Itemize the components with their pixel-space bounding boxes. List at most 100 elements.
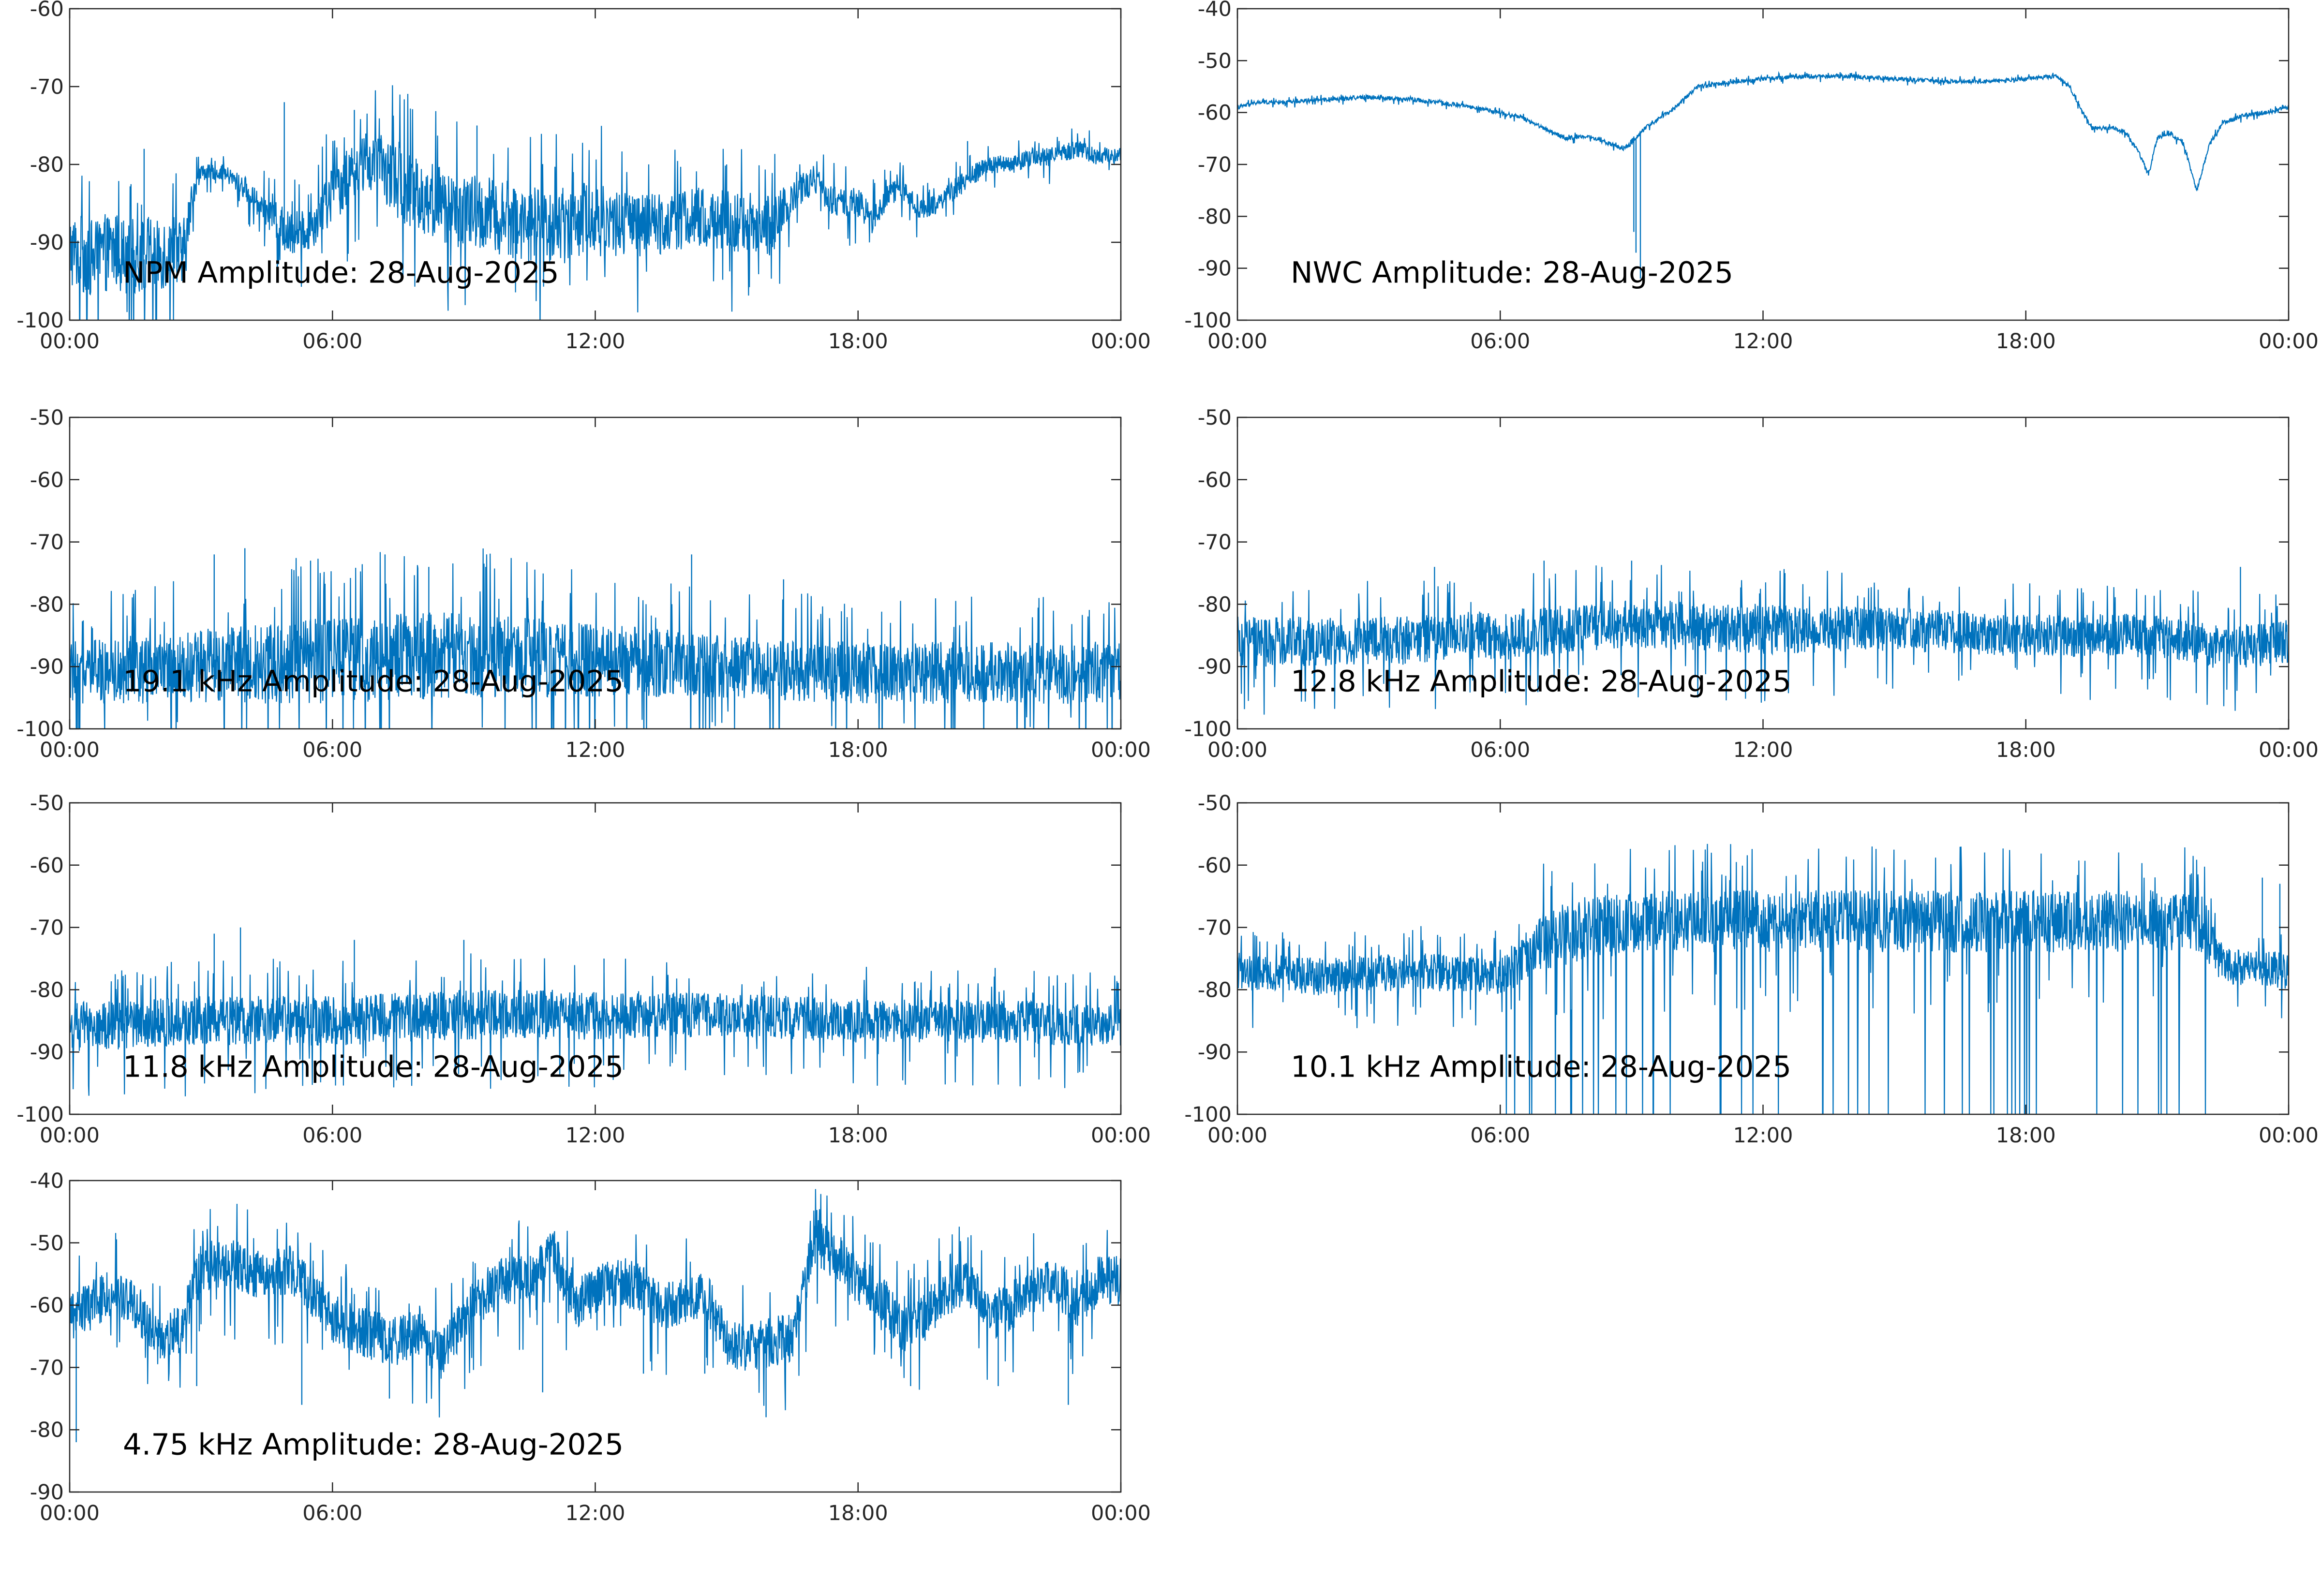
x-tick-label: 00:00 — [2259, 329, 2319, 354]
panel-annotation: NPM Amplitude: 28-Aug-2025 — [123, 256, 559, 290]
y-tick-label: -50 — [1198, 49, 1232, 73]
y-tick-label: -100 — [1184, 309, 1232, 333]
y-tick-label: -50 — [30, 1231, 64, 1256]
y-tick-label: -80 — [1198, 978, 1232, 1002]
x-tick-label: 12:00 — [566, 329, 625, 354]
y-tick-label: -70 — [1198, 531, 1232, 555]
y-tick-label: -60 — [30, 1294, 64, 1318]
panel-6: -100 -90 -80 -70 -60 -50 00:00 06:00 12:00 18:00 0… — [1184, 791, 2319, 1148]
y-tick-label: -90 — [30, 231, 64, 255]
y-tick-label: -80 — [30, 1418, 64, 1442]
y-tick-label: -90 — [30, 1040, 64, 1064]
y-tick-label: -100 — [16, 309, 64, 333]
x-tick-label: 18:00 — [828, 738, 888, 762]
x-tick-label: 00:00 — [1207, 738, 1267, 762]
series-line — [70, 548, 1121, 729]
y-tick-label: -70 — [1198, 916, 1232, 940]
panel-annotation: 12.8 kHz Amplitude: 28-Aug-2025 — [1291, 665, 1791, 699]
y-tick-label: -100 — [16, 717, 64, 741]
y-tick-label: -100 — [1184, 717, 1232, 741]
series-line — [70, 85, 1121, 320]
x-tick-label: 12:00 — [1733, 1123, 1793, 1148]
y-tick-label: -50 — [30, 791, 64, 815]
y-tick-label: -90 — [1198, 1040, 1232, 1064]
x-tick-label: 12:00 — [566, 1501, 625, 1525]
y-tick-label: -90 — [1198, 257, 1232, 281]
x-tick-label: 06:00 — [302, 1123, 362, 1148]
y-tick-label: -80 — [1198, 592, 1232, 617]
y-tick-label: -70 — [30, 75, 64, 99]
x-tick-label: 00:00 — [1091, 1123, 1151, 1148]
y-tick-label: -80 — [30, 978, 64, 1002]
panel-3: -100 -90 -80 -70 -60 -50 00:00 06:00 12:00 18:00 0… — [16, 406, 1151, 762]
y-tick-label: -100 — [1184, 1103, 1232, 1127]
series-line — [1237, 843, 2289, 1114]
y-tick-label: -40 — [1198, 0, 1232, 21]
x-tick-label: 00:00 — [40, 738, 100, 762]
y-tick-label: -90 — [30, 1480, 64, 1505]
x-tick-label: 00:00 — [1207, 1123, 1267, 1148]
series-line — [70, 953, 1121, 1096]
y-tick-label: -60 — [30, 0, 64, 21]
x-tick-label: 18:00 — [1996, 329, 2056, 354]
panel-5: -100 -90 -80 -70 -60 -50 00:00 06:00 12:00 18:00 0… — [16, 791, 1151, 1148]
x-tick-label: 12:00 — [566, 738, 625, 762]
panel-4: -100 -90 -80 -70 -60 -50 00:00 06:00 12:00 18:00 0… — [1184, 406, 2319, 762]
panel-annotation: 4.75 kHz Amplitude: 28-Aug-2025 — [123, 1428, 624, 1462]
x-tick-label: 12:00 — [1733, 329, 1793, 354]
x-tick-label: 12:00 — [1733, 738, 1793, 762]
panel-annotation: 19.1 kHz Amplitude: 28-Aug-2025 — [123, 665, 624, 699]
y-tick-label: -60 — [1198, 101, 1232, 125]
panel-annotation: 10.1 kHz Amplitude: 28-Aug-2025 — [1291, 1050, 1791, 1084]
y-tick-label: -50 — [30, 406, 64, 430]
panel-2: -100 -90 -80 -70 -60 -50 -40 00:00 06:00 12:00 18:… — [1184, 0, 2319, 354]
x-tick-label: 00:00 — [40, 1501, 100, 1525]
x-tick-label: 00:00 — [1091, 738, 1151, 762]
x-tick-label: 00:00 — [1207, 329, 1267, 354]
x-tick-label: 00:00 — [40, 329, 100, 354]
y-tick-label: -100 — [16, 1103, 64, 1127]
panel-annotation: 11.8 kHz Amplitude: 28-Aug-2025 — [123, 1050, 624, 1084]
y-tick-label: -40 — [30, 1169, 64, 1193]
x-tick-label: 06:00 — [1470, 329, 1530, 354]
x-tick-label: 06:00 — [302, 1501, 362, 1525]
y-tick-label: -90 — [30, 655, 64, 679]
y-tick-label: -90 — [1198, 655, 1232, 679]
x-tick-label: 18:00 — [828, 1123, 888, 1148]
x-tick-label: 18:00 — [1996, 1123, 2056, 1148]
y-tick-label: -80 — [30, 153, 64, 177]
x-tick-label: 00:00 — [1091, 1501, 1151, 1525]
y-tick-label: -70 — [1198, 153, 1232, 177]
y-tick-label: -80 — [1198, 205, 1232, 229]
y-tick-label: -60 — [1198, 854, 1232, 878]
panel-annotation: NWC Amplitude: 28-Aug-2025 — [1291, 256, 1733, 290]
x-tick-label: 06:00 — [302, 329, 362, 354]
y-tick-label: -70 — [30, 531, 64, 555]
panel-1: -100 -90 -80 -70 -60 00:00 06:00 12:00 18:00 00:0… — [16, 0, 1151, 354]
series-line — [1237, 71, 2289, 192]
series-line — [70, 1189, 1121, 1418]
y-tick-label: -60 — [30, 854, 64, 878]
x-tick-label: 00:00 — [1091, 329, 1151, 354]
y-tick-label: -70 — [30, 1356, 64, 1380]
x-tick-label: 06:00 — [1470, 738, 1530, 762]
panels: -100 -90 -80 -70 -60 00:00 06:00 12:00 18:00 00:0… — [16, 0, 2319, 1525]
x-tick-label: 06:00 — [302, 738, 362, 762]
panel-7: -90 -80 -70 -60 -50 -40 00:00 06:00 12:00 18:00 00… — [30, 1169, 1151, 1525]
y-tick-label: -50 — [1198, 791, 1232, 815]
x-tick-label: 00:00 — [2259, 738, 2319, 762]
y-tick-label: -50 — [1198, 406, 1232, 430]
x-tick-label: 18:00 — [828, 329, 888, 354]
y-tick-label: -60 — [30, 468, 64, 492]
x-tick-label: 18:00 — [828, 1501, 888, 1525]
x-tick-label: 12:00 — [566, 1123, 625, 1148]
y-tick-label: -70 — [30, 916, 64, 940]
series-line — [1237, 565, 2289, 715]
x-tick-label: 18:00 — [1996, 738, 2056, 762]
y-tick-label: -80 — [30, 592, 64, 617]
x-tick-label: 06:00 — [1470, 1123, 1530, 1148]
x-tick-label: 00:00 — [40, 1123, 100, 1148]
x-tick-label: 00:00 — [2259, 1123, 2319, 1148]
